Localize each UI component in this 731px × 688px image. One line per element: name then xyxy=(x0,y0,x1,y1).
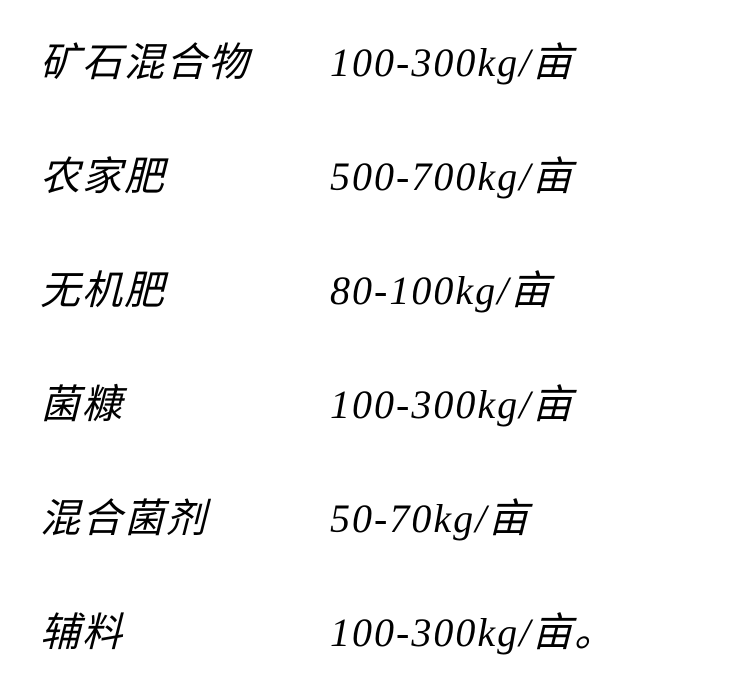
ingredient-value: 100-300kg/亩 xyxy=(330,372,691,430)
ingredient-label: 无机肥 xyxy=(40,258,330,316)
ingredient-label: 辅料 xyxy=(40,600,330,658)
list-item: 农家肥 500-700kg/亩 xyxy=(40,144,691,202)
ingredient-label: 菌糠 xyxy=(40,372,330,430)
ingredient-label: 矿石混合物 xyxy=(40,30,330,88)
ingredient-list: 矿石混合物 100-300kg/亩 农家肥 500-700kg/亩 无机肥 80… xyxy=(0,0,731,688)
ingredient-value: 100-300kg/亩。 xyxy=(330,600,691,658)
ingredient-value: 500-700kg/亩 xyxy=(330,144,691,202)
ingredient-value: 100-300kg/亩 xyxy=(330,30,691,88)
list-item: 矿石混合物 100-300kg/亩 xyxy=(40,30,691,88)
ingredient-value: 50-70kg/亩 xyxy=(330,486,691,544)
list-item: 菌糠 100-300kg/亩 xyxy=(40,372,691,430)
list-item: 辅料 100-300kg/亩。 xyxy=(40,600,691,658)
list-item: 混合菌剂 50-70kg/亩 xyxy=(40,486,691,544)
ingredient-value: 80-100kg/亩 xyxy=(330,258,691,316)
list-item: 无机肥 80-100kg/亩 xyxy=(40,258,691,316)
ingredient-label: 农家肥 xyxy=(40,144,330,202)
ingredient-label: 混合菌剂 xyxy=(40,486,330,544)
